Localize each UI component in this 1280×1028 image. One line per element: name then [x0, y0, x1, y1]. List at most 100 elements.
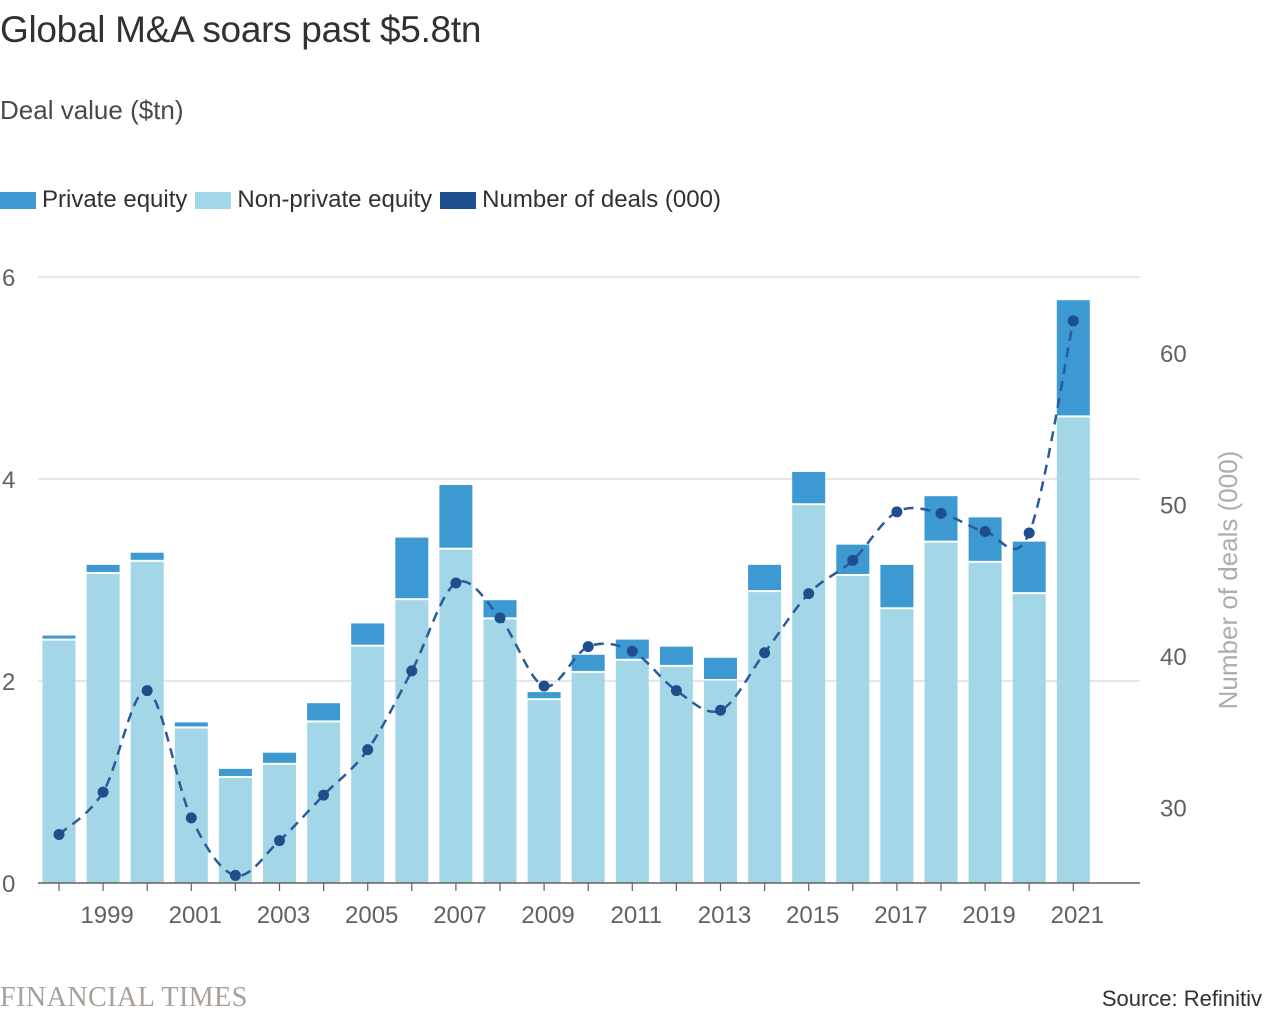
y2-tick-label: 30 — [1160, 795, 1187, 822]
bar-non-private-equity — [659, 666, 693, 883]
deals-point — [715, 704, 726, 716]
deals-line — [58, 320, 1075, 877]
bar-non-private-equity — [439, 549, 473, 883]
x-tick-label: 2007 — [433, 902, 486, 929]
bar-private-equity — [483, 600, 517, 618]
bar-private-equity — [395, 537, 429, 599]
deals-point — [185, 812, 197, 824]
bar-non-private-equity — [307, 722, 341, 883]
deals-point — [582, 641, 594, 653]
brand-logo: FINANCIAL TIMES — [0, 982, 248, 1013]
x-tick-label: 2013 — [698, 902, 751, 929]
y2-axis-label: Number of deals (000) — [1213, 451, 1243, 710]
deals-point — [450, 577, 462, 589]
bar-private-equity — [659, 646, 693, 665]
x-tick-label: 2019 — [962, 902, 1015, 929]
bar-private-equity — [968, 517, 1002, 561]
y-tick-label: 4 — [2, 467, 15, 494]
x-tick-label: 2021 — [1051, 902, 1104, 929]
bar-private-equity — [792, 471, 826, 504]
bar-non-private-equity — [1056, 417, 1090, 883]
deals-point — [803, 588, 815, 600]
legend-swatch-non-private-equity — [195, 191, 232, 209]
deals-point — [141, 685, 153, 697]
legend-swatch-deals — [440, 191, 477, 209]
deals-point — [97, 786, 109, 798]
x-tick-label: 2003 — [257, 902, 310, 929]
x-tick-label: 2011 — [610, 902, 662, 929]
y2-tick-label: 60 — [1160, 341, 1187, 368]
deals-point — [362, 744, 374, 756]
deals-point — [229, 869, 241, 881]
bar-non-private-equity — [130, 561, 164, 883]
bar-private-equity — [174, 722, 208, 727]
bar-non-private-equity — [748, 592, 782, 883]
y2-tick-label: 40 — [1160, 644, 1187, 671]
legend-item-non-private-equity: Non-private equity — [195, 186, 432, 214]
bar-private-equity — [880, 564, 914, 608]
bar-non-private-equity — [880, 609, 914, 883]
x-tick-label: 1999 — [80, 902, 133, 929]
x-tick-label: 2001 — [169, 902, 222, 929]
bar-non-private-equity — [836, 575, 870, 883]
bar-private-equity — [1012, 541, 1046, 593]
bar-private-equity — [263, 752, 296, 763]
legend-label-private-equity: Private equity — [42, 186, 188, 213]
bar-private-equity — [42, 635, 76, 639]
bar-private-equity — [307, 703, 341, 721]
bar-private-equity — [439, 485, 473, 548]
deals-point — [538, 680, 550, 692]
deals-point — [1067, 315, 1079, 327]
bar-non-private-equity — [483, 619, 517, 883]
y-tick-label: 6 — [2, 265, 15, 292]
bar-non-private-equity — [395, 600, 429, 883]
bar-non-private-equity — [924, 542, 958, 883]
bar-private-equity — [351, 623, 385, 645]
deals-point — [847, 554, 859, 566]
deals-point — [1023, 527, 1035, 539]
y2-tick-label: 50 — [1160, 492, 1187, 519]
bar-non-private-equity — [527, 700, 561, 883]
deals-point — [935, 507, 947, 519]
bar-non-private-equity — [42, 640, 76, 883]
bar-private-equity — [571, 654, 605, 671]
deals-point — [494, 612, 506, 624]
legend-item-deals: Number of deals (000) — [440, 186, 721, 214]
deals-point — [670, 685, 682, 697]
deals-point — [891, 506, 903, 518]
legend-label-deals: Number of deals (000) — [482, 186, 721, 213]
bar-private-equity — [130, 552, 164, 560]
deals-point — [406, 665, 418, 677]
bar-non-private-equity — [792, 505, 826, 883]
bar-non-private-equity — [263, 764, 296, 883]
deals-point — [274, 835, 285, 847]
deals-point — [318, 789, 330, 801]
x-tick-label: 2017 — [874, 902, 927, 929]
deals-point — [759, 647, 771, 659]
x-tick-label: 2005 — [345, 902, 398, 929]
y-tick-label: 0 — [2, 871, 15, 898]
source-note: Source: Refinitiv — [1101, 986, 1262, 1011]
bar-private-equity — [86, 564, 120, 572]
bar-non-private-equity — [615, 660, 649, 883]
x-tick-label: 2009 — [521, 902, 574, 929]
bar-private-equity — [748, 564, 782, 591]
deals-point — [626, 645, 638, 657]
legend-label-non-private-equity: Non-private equity — [237, 186, 433, 213]
bar-non-private-equity — [1012, 594, 1046, 883]
bar-private-equity — [704, 657, 737, 679]
bar-non-private-equity — [86, 573, 120, 883]
y-tick-label: 2 — [2, 669, 15, 696]
bar-non-private-equity — [174, 728, 208, 883]
legend-swatch-private-equity — [0, 191, 36, 209]
bar-non-private-equity — [968, 562, 1002, 883]
deals-point — [979, 526, 991, 538]
x-tick-label: 2015 — [786, 902, 839, 929]
legend-item-private-equity: Private equity — [0, 186, 187, 214]
bar-private-equity — [527, 692, 561, 699]
bar-private-equity — [218, 768, 252, 776]
bar-non-private-equity — [218, 777, 252, 883]
deals-point — [53, 829, 65, 841]
chart-subtitle: Deal value ($tn) — [0, 95, 184, 125]
chart-title: Global M&A soars past $5.8tn — [0, 9, 482, 50]
